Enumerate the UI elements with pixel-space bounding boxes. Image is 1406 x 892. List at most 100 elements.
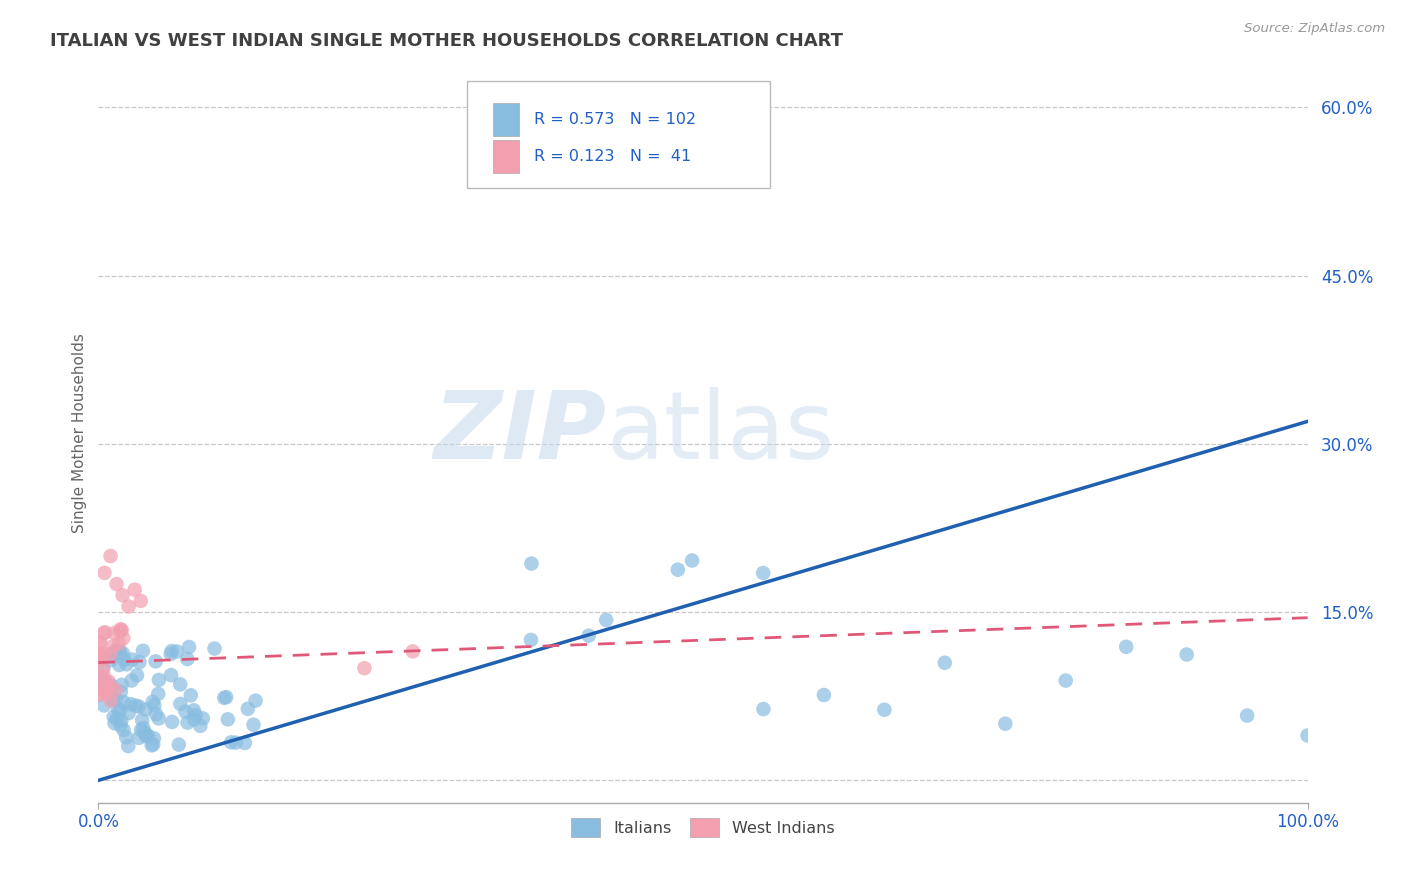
Point <box>159 647 181 661</box>
Point <box>128 731 150 745</box>
Point <box>242 717 264 731</box>
Point <box>145 707 167 722</box>
Point <box>129 594 152 608</box>
Point <box>191 711 214 725</box>
Point <box>89 688 111 702</box>
Point <box>94 625 117 640</box>
Point <box>188 719 211 733</box>
Point <box>994 716 1017 731</box>
Point <box>520 632 543 647</box>
Point <box>105 712 128 726</box>
Point <box>873 703 896 717</box>
Point <box>89 652 111 666</box>
Point <box>1175 648 1198 662</box>
Point <box>93 698 115 713</box>
Point <box>98 681 121 695</box>
Point <box>124 582 146 597</box>
FancyBboxPatch shape <box>492 103 519 136</box>
Point <box>135 729 157 743</box>
Point <box>128 699 150 714</box>
Point <box>225 736 247 750</box>
Point <box>143 698 166 713</box>
Point <box>89 668 111 682</box>
Point <box>1236 708 1258 723</box>
Point <box>217 712 239 726</box>
Point <box>131 713 153 727</box>
Point <box>245 693 267 707</box>
Point <box>142 695 165 709</box>
Point <box>578 629 600 643</box>
Point <box>110 718 132 732</box>
Text: ITALIAN VS WEST INDIAN SINGLE MOTHER HOUSEHOLDS CORRELATION CHART: ITALIAN VS WEST INDIAN SINGLE MOTHER HOU… <box>51 32 844 50</box>
Point <box>134 726 156 740</box>
Point <box>120 697 142 711</box>
Point <box>681 553 703 567</box>
Point <box>108 658 131 673</box>
Point <box>169 677 191 691</box>
Point <box>93 566 115 580</box>
Point <box>183 703 205 717</box>
Point <box>142 731 165 746</box>
Point <box>115 657 138 672</box>
Point <box>118 706 141 720</box>
Point <box>813 688 835 702</box>
Point <box>100 653 122 667</box>
Point <box>96 686 118 700</box>
Point <box>1054 673 1077 688</box>
Point <box>108 624 131 639</box>
Point <box>100 647 122 661</box>
Point <box>90 636 112 650</box>
Point <box>103 648 125 662</box>
Point <box>117 739 139 753</box>
Point <box>110 714 132 728</box>
Point <box>100 549 122 563</box>
FancyBboxPatch shape <box>492 140 519 173</box>
Point <box>111 678 134 692</box>
Point <box>118 599 141 614</box>
Point <box>87 676 110 690</box>
Text: R = 0.573   N = 102: R = 0.573 N = 102 <box>534 112 696 128</box>
Point <box>666 563 689 577</box>
Point <box>96 678 118 692</box>
Point <box>236 702 259 716</box>
Point <box>89 678 111 692</box>
Point <box>121 673 143 688</box>
Point <box>91 682 114 697</box>
Point <box>112 631 135 645</box>
Point <box>176 652 198 666</box>
Point <box>128 655 150 669</box>
Point <box>104 682 127 697</box>
Point <box>115 731 138 745</box>
Point <box>94 680 117 694</box>
Point <box>110 685 132 699</box>
Point <box>174 705 197 719</box>
Point <box>353 661 375 675</box>
Point <box>132 721 155 735</box>
Point <box>100 693 122 707</box>
Point <box>148 687 170 701</box>
Point <box>107 702 129 716</box>
Point <box>166 644 188 658</box>
Point <box>98 674 121 689</box>
Point <box>89 686 111 700</box>
Point <box>89 652 111 666</box>
Point <box>215 690 238 705</box>
Point <box>112 652 135 666</box>
Point <box>142 737 165 751</box>
Point <box>108 643 131 657</box>
Point <box>112 695 135 709</box>
Point <box>91 662 114 676</box>
Point <box>93 647 115 661</box>
Point <box>934 656 956 670</box>
Point <box>103 716 125 731</box>
Point <box>125 668 148 682</box>
Point <box>110 622 132 636</box>
Point <box>233 736 256 750</box>
Point <box>148 673 170 687</box>
Point <box>595 613 617 627</box>
Point <box>125 698 148 713</box>
Point <box>111 646 134 660</box>
Legend: Italians, West Indians: Italians, West Indians <box>565 812 841 843</box>
Point <box>89 647 111 661</box>
Point <box>89 636 111 650</box>
